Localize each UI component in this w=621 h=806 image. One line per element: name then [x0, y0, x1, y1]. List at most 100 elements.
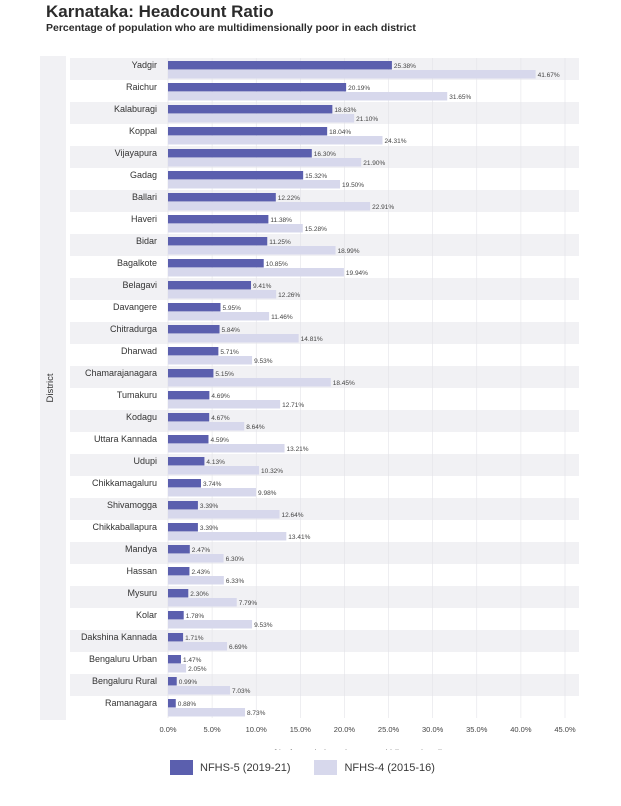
data-label-nfhs5: 2.30% [190, 591, 209, 598]
category-label: Dakshina Kannada [81, 632, 157, 642]
bar-nfhs4 [168, 466, 260, 475]
bar-nfhs4 [168, 532, 287, 541]
category-label: Kalaburagi [114, 104, 157, 114]
data-label-nfhs4: 12.26% [278, 292, 300, 299]
bar-nfhs4 [168, 224, 303, 233]
data-label-nfhs5: 1.78% [186, 613, 205, 620]
category-label: Dharwad [121, 346, 157, 356]
bar-nfhs5 [168, 567, 190, 576]
data-label-nfhs5: 2.43% [191, 569, 210, 576]
bar-nfhs5 [168, 149, 312, 158]
bar-nfhs5 [168, 633, 184, 642]
x-tick-label: 45.0% [554, 725, 576, 734]
bar-nfhs4 [168, 422, 245, 431]
data-label-nfhs5: 18.63% [334, 107, 356, 114]
bar-nfhs4 [168, 488, 257, 497]
bar-nfhs4 [168, 686, 231, 695]
data-label-nfhs4: 6.69% [229, 644, 248, 651]
category-label: Chitradurga [110, 324, 157, 334]
bar-nfhs5 [168, 303, 221, 312]
data-label-nfhs4: 21.90% [363, 160, 385, 167]
bar-nfhs5 [168, 479, 201, 488]
data-label-nfhs4: 6.33% [226, 578, 245, 585]
data-label-nfhs4: 19.94% [346, 270, 368, 277]
bar-nfhs5 [168, 83, 347, 92]
data-label-nfhs4: 19.50% [342, 182, 364, 189]
bar-nfhs5 [168, 259, 264, 268]
bar-nfhs5 [168, 325, 220, 334]
data-label-nfhs5: 12.22% [278, 195, 300, 202]
legend-swatch-nfhs4 [314, 760, 338, 775]
bar-nfhs5 [168, 171, 304, 180]
data-label-nfhs4: 15.28% [305, 226, 327, 233]
bar-nfhs4 [168, 312, 270, 321]
bar-nfhs5 [168, 677, 177, 686]
bar-nfhs4 [168, 642, 228, 651]
category-label: Chikkaballapura [92, 522, 157, 532]
chart-title: Karnataka: Headcount Ratio [46, 2, 274, 21]
data-label-nfhs5: 16.30% [314, 151, 336, 158]
data-label-nfhs5: 5.71% [220, 349, 239, 356]
category-label: Udupi [133, 456, 157, 466]
bar-nfhs4 [168, 290, 277, 299]
data-label-nfhs5: 9.41% [253, 283, 272, 290]
x-tick-label: 20.0% [334, 725, 356, 734]
category-label: Haveri [131, 214, 157, 224]
bar-nfhs4 [168, 114, 355, 123]
legend-swatch-nfhs5 [170, 760, 193, 775]
bar-nfhs4 [168, 92, 448, 101]
category-label: Ramanagara [105, 698, 157, 708]
category-label: Mandya [125, 544, 157, 554]
bar-nfhs4 [168, 510, 280, 519]
x-tick-label: 25.0% [378, 725, 400, 734]
data-label-nfhs4: 6.30% [226, 556, 245, 563]
data-label-nfhs5: 4.59% [210, 437, 229, 444]
category-label: Kodagu [126, 412, 157, 422]
bar-nfhs4 [168, 180, 341, 189]
data-label-nfhs4: 21.10% [356, 116, 378, 123]
legend-item-nfhs4: NFHS-4 (2015-16) [314, 760, 435, 775]
category-label: Mysuru [127, 588, 157, 598]
legend-item-nfhs5: NFHS-5 (2019-21) [170, 760, 290, 775]
x-tick-label: 35.0% [466, 725, 488, 734]
data-label-nfhs5: 25.38% [394, 63, 416, 70]
data-label-nfhs4: 9.98% [258, 490, 277, 497]
data-label-nfhs5: 11.38% [270, 217, 292, 224]
bar-nfhs5 [168, 105, 333, 114]
bar-nfhs5 [168, 215, 269, 224]
data-label-nfhs4: 18.45% [333, 380, 355, 387]
data-label-nfhs5: 2.47% [192, 547, 211, 554]
data-label-nfhs4: 9.53% [254, 622, 273, 629]
category-label: Gadag [130, 170, 157, 180]
category-label: Belagavi [122, 280, 157, 290]
data-label-nfhs5: 3.39% [200, 503, 219, 510]
category-label: Yadgir [132, 60, 157, 70]
bar-nfhs4 [168, 136, 383, 145]
data-label-nfhs5: 0.99% [179, 679, 198, 686]
data-label-nfhs5: 1.71% [185, 635, 204, 642]
category-label: Uttara Kannada [94, 434, 157, 444]
data-label-nfhs5: 5.95% [222, 305, 241, 312]
category-label: Chikkamagaluru [92, 478, 157, 488]
x-tick-label: 10.0% [246, 725, 268, 734]
bar-nfhs5 [168, 545, 190, 554]
data-label-nfhs4: 8.64% [246, 424, 265, 431]
x-tick-label: 5.0% [204, 725, 221, 734]
data-label-nfhs5: 10.85% [266, 261, 288, 268]
bar-nfhs5 [168, 347, 219, 356]
data-label-nfhs4: 41.67% [538, 72, 560, 79]
bar-nfhs5 [168, 369, 214, 378]
bar-nfhs5 [168, 699, 176, 708]
data-label-nfhs4: 10.32% [261, 468, 283, 475]
data-label-nfhs4: 31.65% [449, 94, 471, 101]
category-label: Bengaluru Urban [89, 654, 157, 664]
data-label-nfhs4: 7.03% [232, 688, 251, 695]
data-label-nfhs5: 3.74% [203, 481, 222, 488]
bar-nfhs4 [168, 246, 336, 255]
bar-chart: District Yadgir Raichur Kalaburagi Koppal Vij… [40, 56, 579, 750]
data-label-nfhs5: 20.19% [348, 85, 370, 92]
data-label-nfhs5: 15.32% [305, 173, 327, 180]
bar-nfhs4 [168, 356, 253, 365]
bar-nfhs4 [168, 202, 371, 211]
x-tick-label: 40.0% [510, 725, 532, 734]
